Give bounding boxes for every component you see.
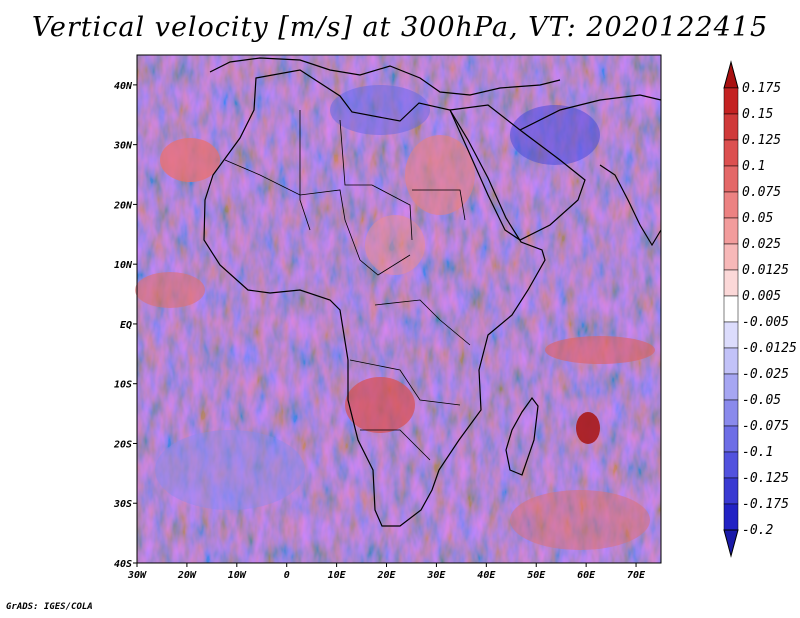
colorbar-segment: [723, 269, 739, 297]
feature-ascent-gulf-guinea: [135, 272, 205, 308]
feature-ascent-indian-ocean: [576, 412, 600, 444]
colorbar-segment: [723, 113, 739, 141]
colorbar-label: 0.075: [742, 185, 781, 200]
colorbar-label: 0.15: [742, 107, 773, 122]
x-tick-label: 10E: [328, 570, 347, 581]
colorbar-segment: [723, 321, 739, 349]
velocity-features: [135, 85, 655, 550]
y-tick-label: 10S: [114, 380, 132, 391]
feature-ascent-atlantic-north: [160, 138, 220, 182]
border-line: [349, 359, 461, 406]
chart-title: Vertical velocity [m/s] at 300hPa, VT: 2…: [31, 12, 769, 43]
india-coast: [599, 164, 662, 247]
colorbar-segment: [723, 451, 739, 479]
colorbar-label: 0.05: [742, 211, 773, 226]
colorbar-label: -0.1: [742, 445, 773, 460]
colorbar-label: -0.0125: [742, 341, 797, 356]
x-tick-label: 30E: [426, 570, 446, 581]
feature-ascent-itcz-east: [545, 336, 655, 364]
iran-border: [519, 94, 662, 131]
y-tick-label: 40S: [114, 559, 132, 570]
border-line: [412, 189, 466, 221]
plot-area: [135, 55, 662, 563]
x-tick-label: 20W: [177, 570, 197, 581]
feature-ascent-sahara-east: [405, 135, 475, 215]
colorbar-label: -0.075: [742, 419, 789, 434]
x-tick-label: 0: [284, 570, 290, 581]
x-tick-label: 30W: [127, 570, 147, 581]
border-line: [374, 299, 471, 346]
y-tick-label: 30S: [113, 499, 132, 510]
y-tick-label: 40N: [114, 81, 133, 92]
colorbar-segment: [723, 347, 739, 375]
y-tick-label: EQ: [120, 320, 132, 331]
colorbar-label: 0.0125: [742, 263, 789, 278]
colorbar-segment: [723, 165, 739, 193]
colorbar-label: -0.05: [742, 393, 781, 408]
x-tick-label: 50E: [527, 570, 546, 581]
x-tick-label: 70E: [627, 570, 646, 581]
colorbar-segment: [723, 503, 739, 531]
feature-ascent-southern-africa: [345, 377, 415, 433]
colorbar-label: -0.175: [742, 497, 789, 512]
colorbar-segment: [723, 191, 739, 219]
feature-descent-arabia: [510, 105, 600, 165]
colorbar-segment: [723, 399, 739, 427]
feature-descent-south-atlantic: [155, 430, 305, 510]
colorbar-arrow-bottom: [723, 529, 739, 558]
colorbar-segment: [723, 217, 739, 245]
x-tick-label: 20E: [376, 570, 396, 581]
colorbar-segment: [723, 295, 739, 323]
colorbar-label: -0.2: [742, 523, 773, 538]
footer-credit: GrADS: IGES/COLA: [6, 602, 93, 612]
border-line: [344, 219, 411, 276]
feature-ascent-south-indian: [510, 490, 650, 550]
y-tick-label: 20N: [113, 200, 133, 211]
madagascar-outline: [505, 396, 539, 476]
colorbar: 0.175 0.15 0.125 0.1 0.075 0.05 0.025 0.0125 0.0…: [723, 60, 797, 558]
y-axis: 40N 30N 20N 10N EQ 10S 20S 30S 40S: [113, 81, 137, 570]
y-tick-label: 30N: [113, 141, 133, 152]
plot-frame: [136, 54, 662, 564]
country-borders: [224, 110, 471, 461]
feature-ascent-central: [365, 215, 425, 275]
border-line: [360, 429, 431, 461]
colorbar-segment: [723, 243, 739, 271]
y-tick-label: 20S: [113, 439, 132, 450]
colorbar-label: 0.175: [742, 81, 781, 96]
y-tick-label: 10N: [114, 260, 133, 271]
colorbar-label: -0.125: [742, 471, 789, 486]
colorbar-label: 0.005: [742, 289, 781, 304]
colorbar-label: 0.125: [742, 133, 781, 148]
x-tick-label: 40E: [477, 570, 496, 581]
colorbar-label: -0.025: [742, 367, 789, 382]
coastlines: [203, 57, 662, 527]
colorbar-segment: [723, 425, 739, 453]
x-tick-label: 10W: [228, 570, 247, 581]
x-axis: 30W 20W 10W 0 10E 20E 30E 40E 50E 60E 70E: [127, 563, 646, 581]
border-line: [339, 119, 413, 241]
x-tick-label: 60E: [577, 570, 596, 581]
colorbar-label: 0.025: [742, 237, 781, 252]
africa-outline: [203, 69, 546, 527]
feature-descent-libya: [330, 85, 430, 135]
colorbar-segment: [723, 139, 739, 167]
colorbar-segment: [723, 87, 739, 115]
colorbar-segment: [723, 373, 739, 401]
colorbar-label: -0.005: [742, 315, 789, 330]
europe-coast: [209, 57, 561, 96]
colorbar-arrow-top: [723, 60, 739, 89]
border-line: [299, 110, 311, 231]
colorbar-segment: [723, 477, 739, 505]
colorbar-label: 0.1: [742, 159, 765, 174]
arabia-outline: [449, 104, 586, 241]
